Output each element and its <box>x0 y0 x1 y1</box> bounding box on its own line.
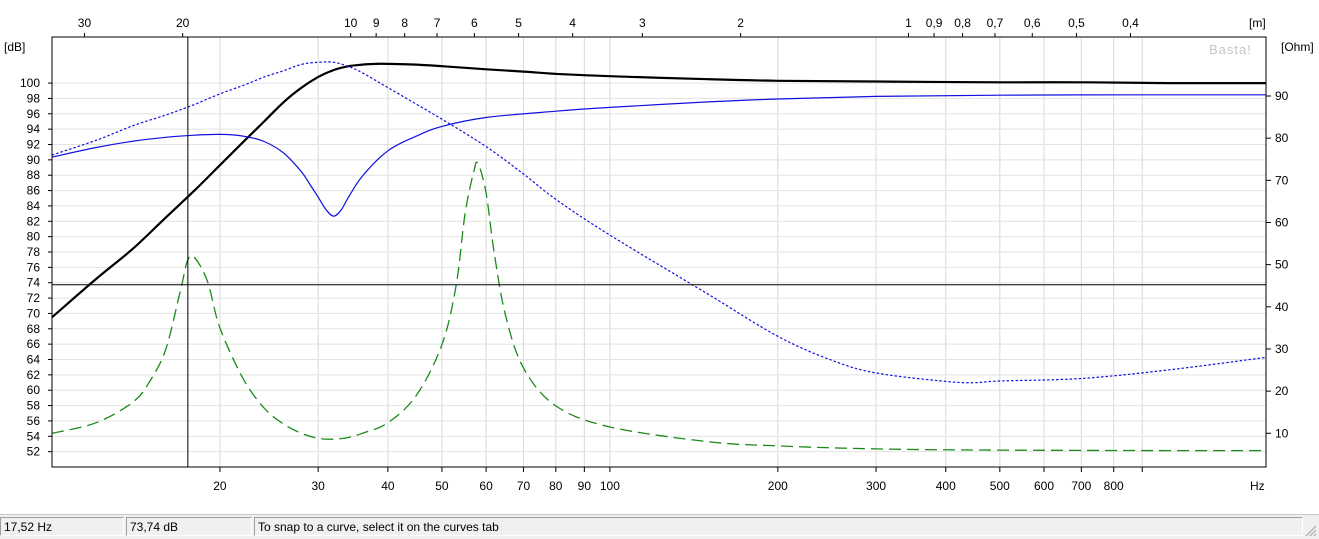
y2-tick-label: 70 <box>1275 173 1289 187</box>
x-tick-label: 80 <box>549 479 563 493</box>
top-tick-label: 8 <box>401 16 408 30</box>
series-line-3 <box>52 94 1266 217</box>
status-frequency: 17,52 Hz <box>0 517 124 536</box>
y-tick-label: 52 <box>27 445 41 459</box>
y-tick-label: 80 <box>27 230 41 244</box>
y-tick-label: 88 <box>27 168 41 182</box>
top-tick-label: 10 <box>344 16 358 30</box>
y2-tick-label: 80 <box>1275 131 1289 145</box>
y-tick-label: 60 <box>27 383 41 397</box>
status-hint: To snap to a curve, select it on the cur… <box>254 517 1303 536</box>
top-tick-label: 30 <box>78 16 92 30</box>
y-tick-label: 82 <box>27 214 41 228</box>
top-tick-label: 5 <box>515 16 522 30</box>
top-tick-label: 0,4 <box>1122 16 1139 30</box>
y-tick-label: 92 <box>27 138 41 152</box>
top-tick-label: 0,7 <box>987 16 1004 30</box>
y-tick-label: 78 <box>27 245 41 259</box>
x-tick-label: 800 <box>1104 479 1124 493</box>
y-tick-label: 58 <box>27 399 41 413</box>
top-tick-label: 0,9 <box>926 16 943 30</box>
grid <box>52 37 1266 467</box>
top-axis-unit: [m] <box>1249 16 1266 30</box>
x-axis-unit: Hz <box>1250 479 1265 493</box>
right-axis-unit: [Ohm] <box>1281 40 1314 54</box>
x-tick-label: 70 <box>517 479 531 493</box>
series-layer <box>52 61 1266 452</box>
top-tick-label: 6 <box>471 16 478 30</box>
y-tick-label: 62 <box>27 368 41 382</box>
y-tick-label: 56 <box>27 414 41 428</box>
status-bar: 17,52 Hz 73,74 dB To snap to a curve, se… <box>0 514 1319 539</box>
x-tick-label: 90 <box>578 479 592 493</box>
x-tick-label: 600 <box>1034 479 1054 493</box>
status-level: 73,74 dB <box>126 517 252 536</box>
y-tick-label: 64 <box>27 353 41 367</box>
top-tick-label: 0,5 <box>1068 16 1085 30</box>
y2-tick-label: 90 <box>1275 89 1289 103</box>
top-tick-label: 20 <box>176 16 190 30</box>
y-tick-label: 72 <box>27 291 41 305</box>
bottom-axis: 20 30 40 50 60 70 80 90 100 200 300 400 500 600 700 800 <box>213 467 1143 493</box>
response-chart[interactable]: 30 20 10 9 8 7 6 5 4 3 2 1 0,9 0,8 0,7 0,6 0,5 0,4 20 30 40… <box>0 0 1319 512</box>
y-tick-label: 96 <box>27 107 41 121</box>
watermark: Basta! <box>1209 42 1252 57</box>
y-tick-label: 70 <box>27 306 41 320</box>
top-tick-label: 4 <box>569 16 576 30</box>
x-tick-label: 50 <box>435 479 449 493</box>
y2-tick-label: 30 <box>1275 342 1289 356</box>
y-tick-label: 74 <box>27 276 41 290</box>
top-tick-label: 2 <box>737 16 744 30</box>
y-tick-label: 98 <box>27 91 41 105</box>
x-tick-label: 700 <box>1071 479 1091 493</box>
top-tick-label: 1 <box>905 16 912 30</box>
x-tick-label: 60 <box>479 479 493 493</box>
y-tick-label: 90 <box>27 153 41 167</box>
y-tick-label: 100 <box>20 76 40 90</box>
series-line-2 <box>52 61 1266 384</box>
y2-tick-label: 10 <box>1275 426 1289 440</box>
top-tick-label: 9 <box>373 16 380 30</box>
x-tick-label: 100 <box>600 479 620 493</box>
series-line-1 <box>52 62 1266 319</box>
x-tick-label: 400 <box>936 479 956 493</box>
x-tick-label: 40 <box>381 479 395 493</box>
left-axis-unit: [dB] <box>4 40 25 54</box>
y2-tick-label: 50 <box>1275 258 1289 272</box>
series-line-4 <box>52 161 1266 452</box>
x-tick-label: 500 <box>990 479 1010 493</box>
x-tick-label: 20 <box>213 479 227 493</box>
y-tick-label: 94 <box>27 122 41 136</box>
top-tick-label: 3 <box>639 16 646 30</box>
y-tick-label: 84 <box>27 199 41 213</box>
y2-tick-label: 20 <box>1275 384 1289 398</box>
y-tick-label: 66 <box>27 337 41 351</box>
right-axis: 10 20 30 40 50 60 70 80 90 <box>1266 89 1289 440</box>
resize-grip-icon[interactable] <box>1305 525 1317 537</box>
top-tick-label: 0,8 <box>954 16 971 30</box>
x-tick-label: 200 <box>768 479 788 493</box>
y-tick-label: 76 <box>27 260 41 274</box>
y-tick-label: 54 <box>27 429 41 443</box>
x-tick-label: 30 <box>311 479 325 493</box>
top-tick-label: 7 <box>434 16 441 30</box>
plot-frame <box>51 36 1267 468</box>
top-axis: 30 20 10 9 8 7 6 5 4 3 2 1 0,9 0,8 0,7 0,6 0,5 0,4 <box>78 16 1139 37</box>
y2-tick-label: 60 <box>1275 215 1289 229</box>
y-tick-label: 68 <box>27 322 41 336</box>
x-tick-label: 300 <box>866 479 886 493</box>
y-tick-label: 86 <box>27 184 41 198</box>
top-tick-label: 0,6 <box>1024 16 1041 30</box>
cursor-crosshair <box>52 37 1266 467</box>
y2-tick-label: 40 <box>1275 300 1289 314</box>
